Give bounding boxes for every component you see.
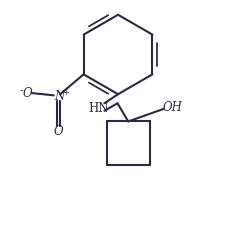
Text: N: N xyxy=(54,90,64,103)
Text: O: O xyxy=(54,125,63,138)
Text: +: + xyxy=(62,88,69,97)
Text: O: O xyxy=(23,86,32,100)
Text: HN: HN xyxy=(89,102,109,116)
Text: OH: OH xyxy=(163,101,183,114)
Text: -: - xyxy=(20,85,23,95)
